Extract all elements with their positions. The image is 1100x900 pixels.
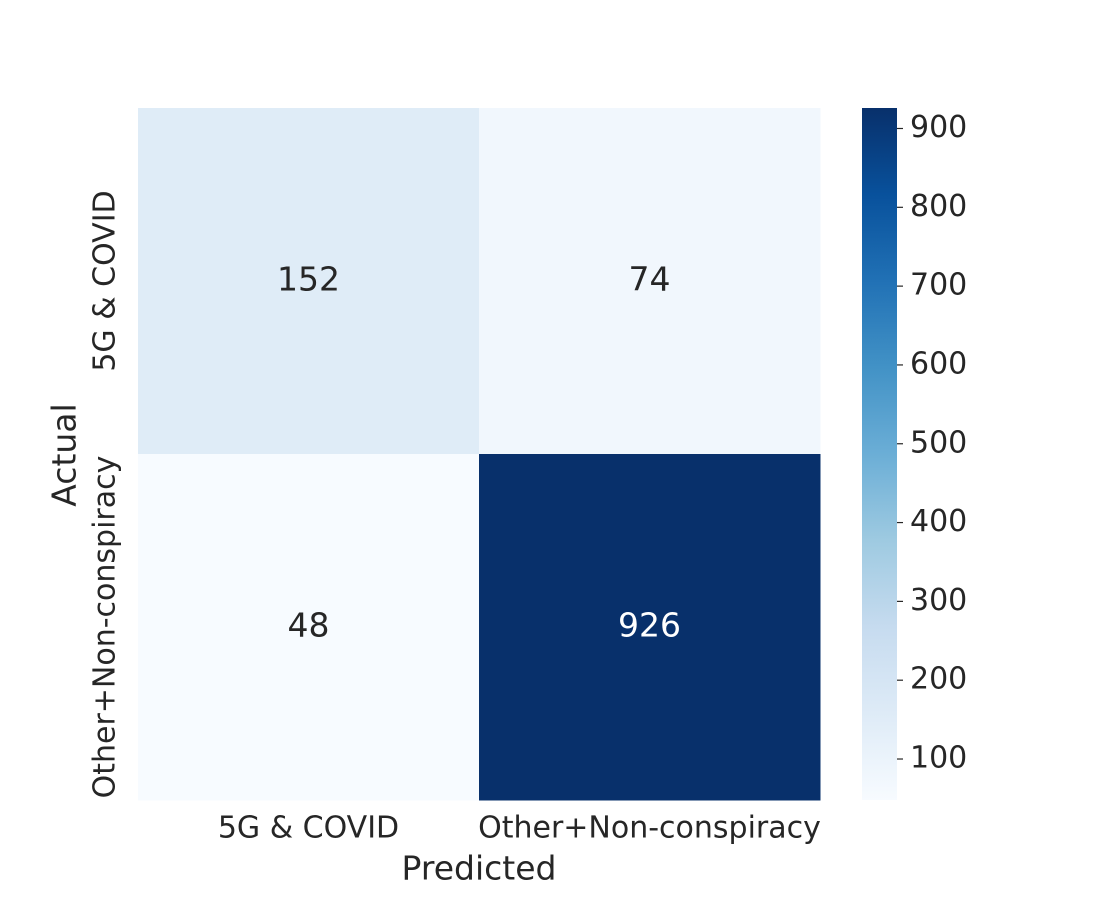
- heatmap-cell: [479, 108, 821, 455]
- y-tick-label: 5G & COVID: [88, 190, 123, 371]
- cell-value-label: 74: [629, 260, 671, 299]
- cell-value-label: 926: [618, 606, 681, 645]
- colorbar-tick-label: 300: [910, 583, 967, 618]
- colorbar-tick-label: 900: [910, 110, 967, 145]
- y-tick-label: Other+Non-conspiracy: [88, 456, 123, 799]
- heatmap-cell: [138, 108, 480, 455]
- heatmap-cell: [479, 454, 821, 801]
- colorbar-tick-label: 600: [910, 346, 967, 381]
- colorbar-tick-label: 800: [910, 189, 967, 224]
- x-axis-label: Predicted: [402, 849, 557, 888]
- x-tick-label: Other+Non-conspiracy: [478, 811, 821, 846]
- heatmap-cell: [138, 454, 480, 801]
- x-tick-label: 5G & COVID: [218, 811, 399, 846]
- cell-value-label: 152: [277, 260, 340, 299]
- colorbar-tick-label: 200: [910, 662, 967, 697]
- cell-value-label: 48: [288, 606, 330, 645]
- colorbar-tick-label: 400: [910, 504, 967, 539]
- colorbar-tick-label: 700: [910, 268, 967, 303]
- y-axis-label: Actual: [45, 403, 84, 506]
- colorbar: [862, 108, 897, 800]
- colorbar-tick-label: 100: [910, 741, 967, 776]
- colorbar-tick-label: 500: [910, 425, 967, 460]
